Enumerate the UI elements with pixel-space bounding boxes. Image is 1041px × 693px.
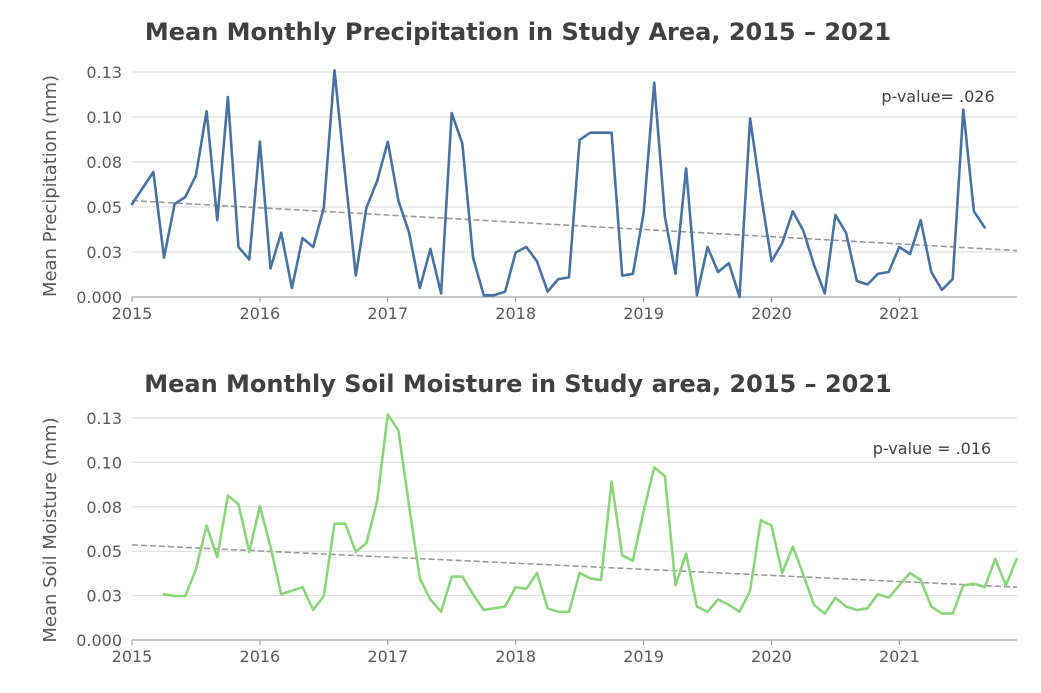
p-value-annotation: p-value= .026: [881, 87, 994, 106]
trend-line: [131, 199, 1018, 252]
x-tick-label: 2015: [112, 304, 153, 323]
x-tick-label: 2019: [623, 304, 664, 323]
chart-title: Mean Monthly Soil Moisture in Study area…: [144, 370, 892, 398]
chart-title: Mean Monthly Precipitation in Study Area…: [145, 18, 891, 46]
x-tick-label: 2017: [367, 304, 408, 323]
series-line: [162, 413, 1018, 615]
soil-moisture-chart: Mean Monthly Soil Moisture in Study area…: [40, 370, 1018, 666]
trend-line: [131, 544, 1018, 588]
x-tick-label: 2021: [879, 647, 920, 666]
x-tick-label: 2017: [367, 647, 408, 666]
y-tick-label: 0.03: [86, 587, 122, 606]
p-value-annotation: p-value = .016: [873, 439, 991, 458]
x-tick-label: 2020: [751, 304, 792, 323]
y-tick-label: 0.10: [86, 108, 122, 127]
x-tick-label: 2015: [112, 647, 153, 666]
y-tick-label: 0.000: [76, 288, 122, 307]
y-tick-label: 0.13: [86, 63, 122, 82]
y-tick-label: 0.05: [86, 542, 122, 561]
x-tick-label: 2018: [495, 647, 536, 666]
x-tick-label: 2016: [240, 647, 281, 666]
y-tick-label: 0.05: [86, 198, 122, 217]
series-line: [130, 68, 986, 299]
precipitation-chart: Mean Monthly Precipitation in Study Area…: [40, 18, 1018, 323]
x-tick-label: 2018: [495, 304, 536, 323]
y-axis-label: Mean Precipitation (mm): [40, 75, 61, 297]
y-tick-label: 0.08: [86, 153, 122, 172]
x-tick-label: 2016: [240, 304, 281, 323]
x-tick-label: 2020: [751, 647, 792, 666]
y-tick-label: 0.000: [76, 631, 122, 650]
x-tick-label: 2021: [879, 304, 920, 323]
y-tick-label: 0.03: [86, 243, 122, 262]
y-tick-label: 0.13: [86, 409, 122, 428]
y-tick-label: 0.08: [86, 498, 122, 517]
x-tick-label: 2019: [623, 647, 664, 666]
y-tick-label: 0.10: [86, 453, 122, 472]
y-axis-label: Mean Soil Moisture (mm): [40, 417, 61, 642]
